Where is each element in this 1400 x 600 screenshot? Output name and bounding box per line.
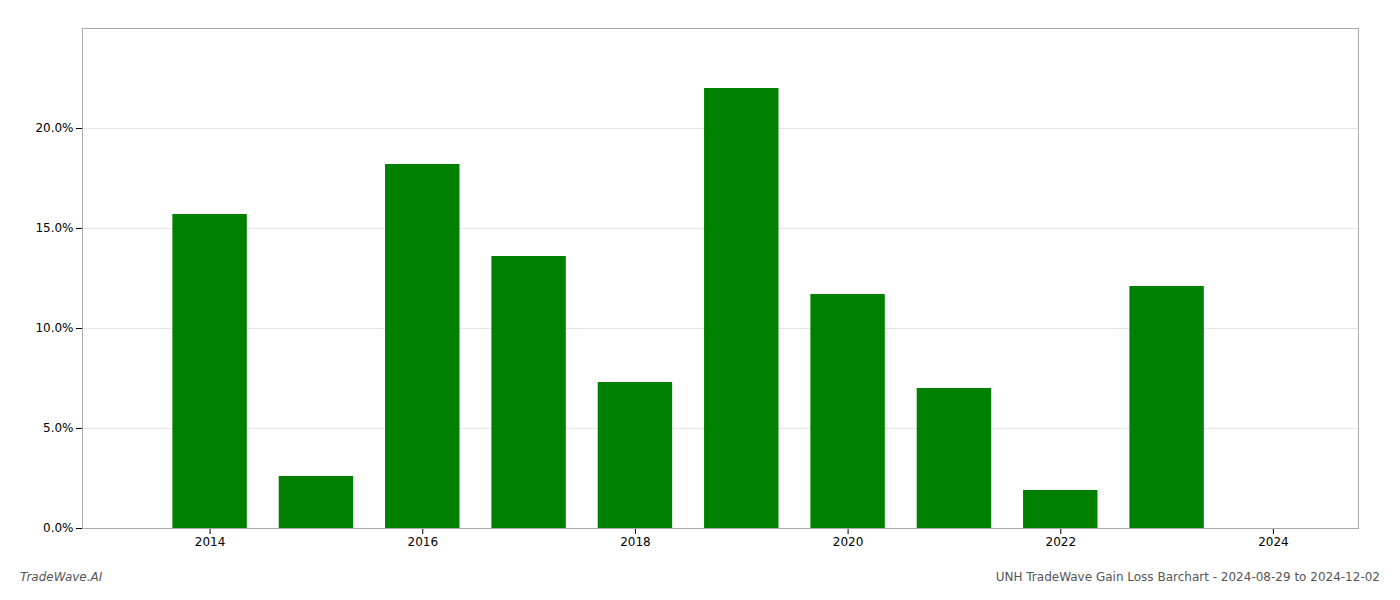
- html-text:UNH TradeWave Gain Loss Barcha: UNH TradeWave Gain Loss Barchart - 2024-…: [995, 570, 1380, 584]
- svg-text:20.0%: 20.0%: [35, 121, 73, 135]
- svg-text:2016: 2016: [407, 535, 438, 549]
- svg-text:0.0%: 0.0%: [43, 521, 74, 535]
- svg-text:10.0%: 10.0%: [35, 321, 73, 335]
- svg-text:2024: 2024: [1258, 535, 1289, 549]
- svg-text:2020: 2020: [833, 535, 864, 549]
- svg-text:2022: 2022: [1045, 535, 1076, 549]
- svg-text:2014: 2014: [195, 535, 226, 549]
- svg-text:2018: 2018: [620, 535, 651, 549]
- svg-text:15.0%: 15.0%: [35, 221, 73, 235]
- svg-text:5.0%: 5.0%: [43, 421, 74, 435]
- html-text:TradeWave.AI: TradeWave.AI: [20, 570, 103, 584]
